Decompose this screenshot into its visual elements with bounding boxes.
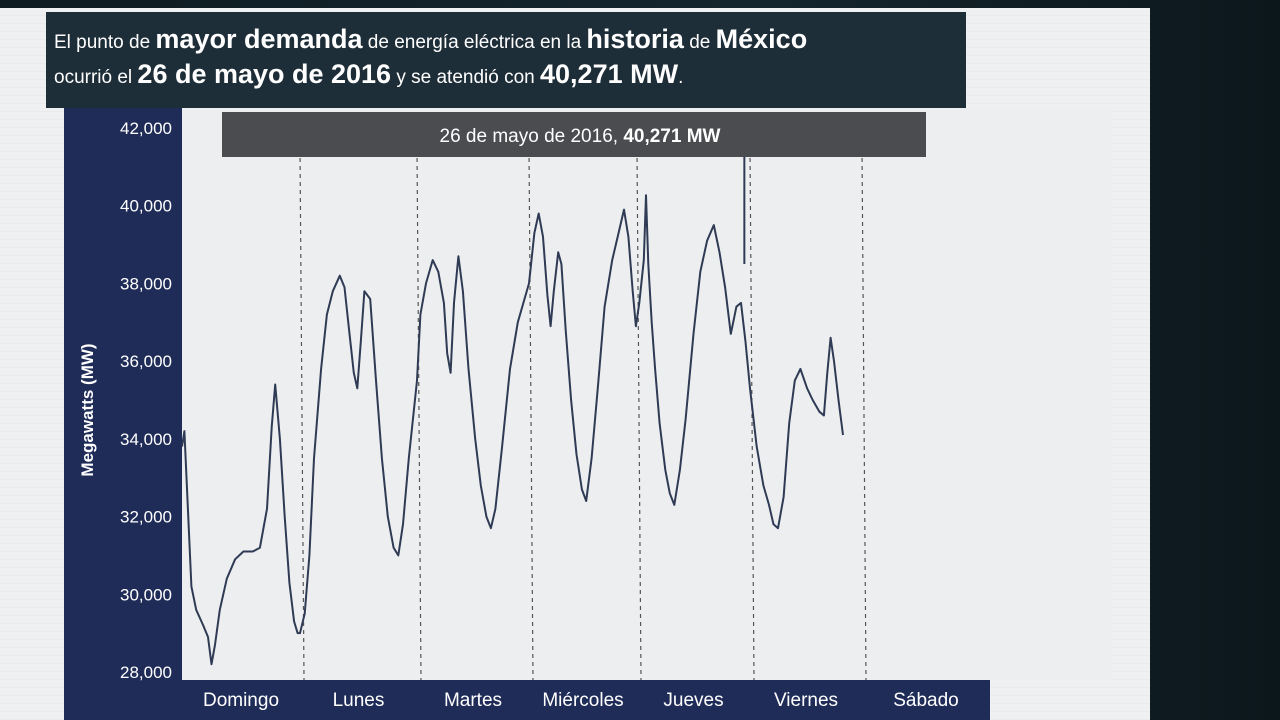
x-tick-label: Domingo (203, 690, 279, 711)
y-tick-label: 30,000 (120, 585, 172, 604)
headline-segment-emphasis: 26 de mayo de 2016 (137, 59, 392, 90)
peak-banner-box (222, 112, 926, 157)
peak-banner-text: 26 de mayo de 2016, 40,271 MW (440, 126, 721, 147)
headline-line-1: El punto de mayor demanda de energía elé… (54, 22, 956, 57)
demand-series-line (181, 194, 844, 666)
headline-segment: y se atendió con (391, 67, 541, 89)
y-axis-ticks: 42,000 40,000 38,000 36,000 34,000 32,000 30,0… (120, 119, 172, 682)
x-tick-label: Jueves (663, 690, 723, 711)
x-axis-ticks: Domingo Lunes Martes Miércoles Jueves Viernes… (203, 690, 959, 711)
headline-segment: de energía eléctrica en la (362, 32, 587, 53)
day-separator-grid (182, 108, 1112, 681)
x-tick-label: Lunes (333, 690, 385, 711)
headline-line-2: ocurrió el 26 de mayo de 2016 y se atend… (54, 57, 956, 92)
headline-segment: El punto de (54, 32, 156, 53)
y-tick-label: 38,000 (120, 274, 172, 293)
y-tick-label: 28,000 (120, 663, 172, 682)
x-tick-label: Miércoles (542, 690, 623, 711)
x-axis-band (178, 678, 990, 720)
x-tick-label: Viernes (774, 690, 838, 711)
day-separator-line (749, 149, 755, 681)
y-tick-label: 36,000 (120, 352, 172, 371)
headline-segment: de (683, 32, 716, 53)
x-tick-label: Sábado (893, 690, 959, 711)
y-axis-label: Megawatts (MW) (78, 343, 97, 477)
y-tick-label: 34,000 (120, 430, 172, 449)
headline-segment: ocurrió el (54, 67, 138, 89)
headline-segment-emphasis: México (715, 24, 808, 54)
day-separator-line (636, 149, 642, 681)
y-tick-label: 42,000 (120, 119, 172, 138)
headline-segment-emphasis: historia (586, 24, 684, 54)
day-separator-line (416, 149, 422, 681)
day-separator-line (861, 149, 867, 681)
y-tick-label: 40,000 (120, 197, 172, 216)
headline-segment-emphasis: 40,271 MW (540, 59, 679, 90)
plot-area (182, 108, 1112, 680)
headline-segment-emphasis: mayor demanda (155, 24, 363, 54)
y-tick-label: 32,000 (120, 508, 172, 527)
x-tick-label: Martes (444, 690, 502, 711)
headline-segment: . (678, 67, 684, 89)
peak-banner-value: 40,271 MW (623, 126, 720, 147)
headline-panel: El punto de mayor demanda de energía elé… (46, 12, 966, 108)
day-separator-line (528, 149, 534, 681)
peak-banner: 26 de mayo de 2016, 40,271 MW (222, 112, 926, 157)
day-separator-line (299, 149, 305, 681)
y-axis-band (64, 105, 182, 720)
peak-banner-date: 26 de mayo de 2016, (440, 126, 624, 147)
series-layer (181, 157, 844, 666)
